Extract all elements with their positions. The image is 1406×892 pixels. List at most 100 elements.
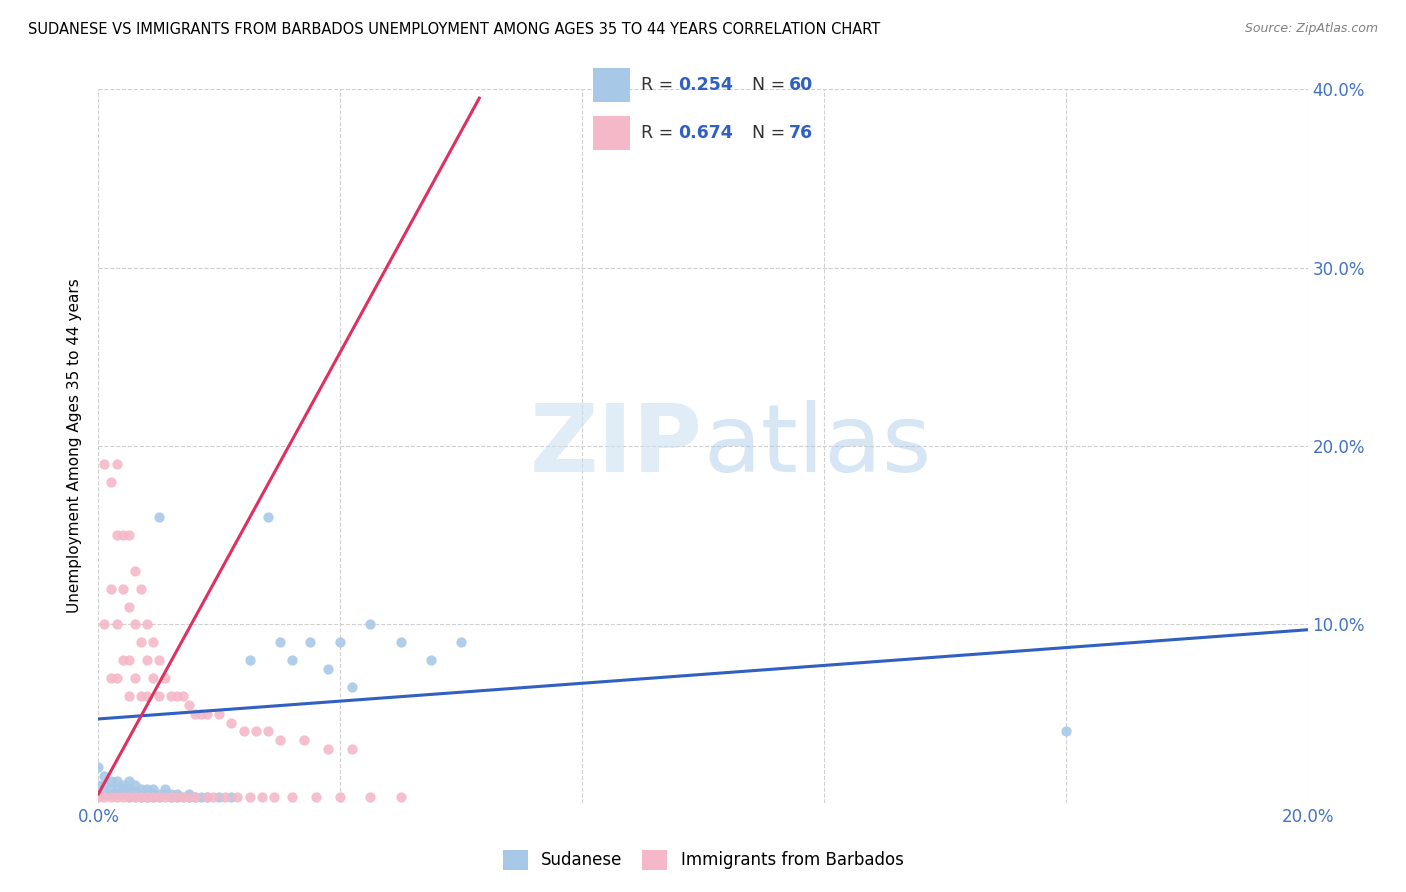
Point	[179, 698, 201, 712]
Point	[129, 635, 152, 649]
Point	[142, 781, 165, 796]
Point	[269, 635, 291, 649]
Point	[316, 662, 339, 676]
Point	[221, 790, 243, 805]
Point	[420, 653, 443, 667]
Point	[111, 778, 134, 792]
Point	[118, 790, 141, 805]
Point	[100, 582, 122, 596]
Point	[256, 510, 278, 524]
Point	[184, 790, 207, 805]
Point	[226, 790, 249, 805]
Point	[239, 653, 262, 667]
Point	[129, 582, 152, 596]
Point	[214, 790, 236, 805]
Point	[118, 599, 141, 614]
Point	[148, 510, 170, 524]
Point	[93, 790, 115, 805]
Point	[118, 790, 141, 805]
Point	[100, 475, 122, 489]
Point	[250, 790, 273, 805]
FancyBboxPatch shape	[593, 69, 630, 102]
Point	[160, 790, 183, 805]
Point	[93, 617, 115, 632]
Point	[299, 635, 322, 649]
Point	[135, 790, 157, 805]
Point	[124, 785, 146, 799]
Text: SUDANESE VS IMMIGRANTS FROM BARBADOS UNEMPLOYMENT AMONG AGES 35 TO 44 YEARS CORR: SUDANESE VS IMMIGRANTS FROM BARBADOS UNE…	[28, 22, 880, 37]
Point	[153, 790, 176, 805]
Point	[93, 778, 115, 792]
Text: 0.254: 0.254	[678, 76, 733, 95]
Point	[111, 781, 134, 796]
Point	[360, 617, 382, 632]
Point	[124, 564, 146, 578]
Point	[232, 724, 254, 739]
Point	[142, 790, 165, 805]
Point	[100, 781, 122, 796]
Point	[148, 787, 170, 801]
Point	[118, 785, 141, 799]
Point	[245, 724, 267, 739]
Point	[342, 680, 364, 694]
Point	[148, 790, 170, 805]
Point	[124, 671, 146, 685]
Point	[166, 790, 188, 805]
Point	[184, 706, 207, 721]
Text: atlas: atlas	[703, 400, 931, 492]
Point	[124, 790, 146, 805]
Point	[179, 787, 201, 801]
Point	[111, 787, 134, 801]
Point	[256, 724, 278, 739]
Point	[148, 689, 170, 703]
Point	[105, 617, 128, 632]
Text: R =: R =	[641, 124, 679, 143]
Point	[129, 790, 152, 805]
Point	[263, 790, 285, 805]
Point	[329, 635, 352, 649]
Point	[208, 706, 231, 721]
Point	[148, 653, 170, 667]
Point	[195, 790, 218, 805]
Point	[129, 689, 152, 703]
Point	[360, 790, 382, 805]
Point	[111, 528, 134, 542]
Point	[124, 778, 146, 792]
Point	[129, 781, 152, 796]
Point	[142, 790, 165, 805]
Point	[87, 778, 110, 792]
Point	[142, 787, 165, 801]
Point	[190, 706, 212, 721]
Point	[118, 528, 141, 542]
Point	[105, 781, 128, 796]
Point	[172, 790, 194, 805]
Point	[142, 671, 165, 685]
Point	[342, 742, 364, 756]
Point	[172, 689, 194, 703]
Point	[450, 635, 472, 649]
Point	[105, 671, 128, 685]
Point	[179, 790, 201, 805]
Point	[160, 787, 183, 801]
Point	[111, 653, 134, 667]
Point	[118, 653, 141, 667]
Point	[190, 790, 212, 805]
Point	[153, 787, 176, 801]
Text: N =: N =	[752, 124, 790, 143]
Point	[105, 457, 128, 471]
Point	[281, 790, 304, 805]
FancyBboxPatch shape	[593, 117, 630, 150]
Text: Source: ZipAtlas.com: Source: ZipAtlas.com	[1244, 22, 1378, 36]
Point	[142, 635, 165, 649]
Text: 60: 60	[789, 76, 814, 95]
Point	[93, 457, 115, 471]
Point	[184, 790, 207, 805]
Point	[160, 689, 183, 703]
Point	[148, 790, 170, 805]
Point	[316, 742, 339, 756]
Point	[100, 787, 122, 801]
Point	[202, 790, 225, 805]
Point	[305, 790, 328, 805]
Point	[124, 617, 146, 632]
Point	[160, 790, 183, 805]
